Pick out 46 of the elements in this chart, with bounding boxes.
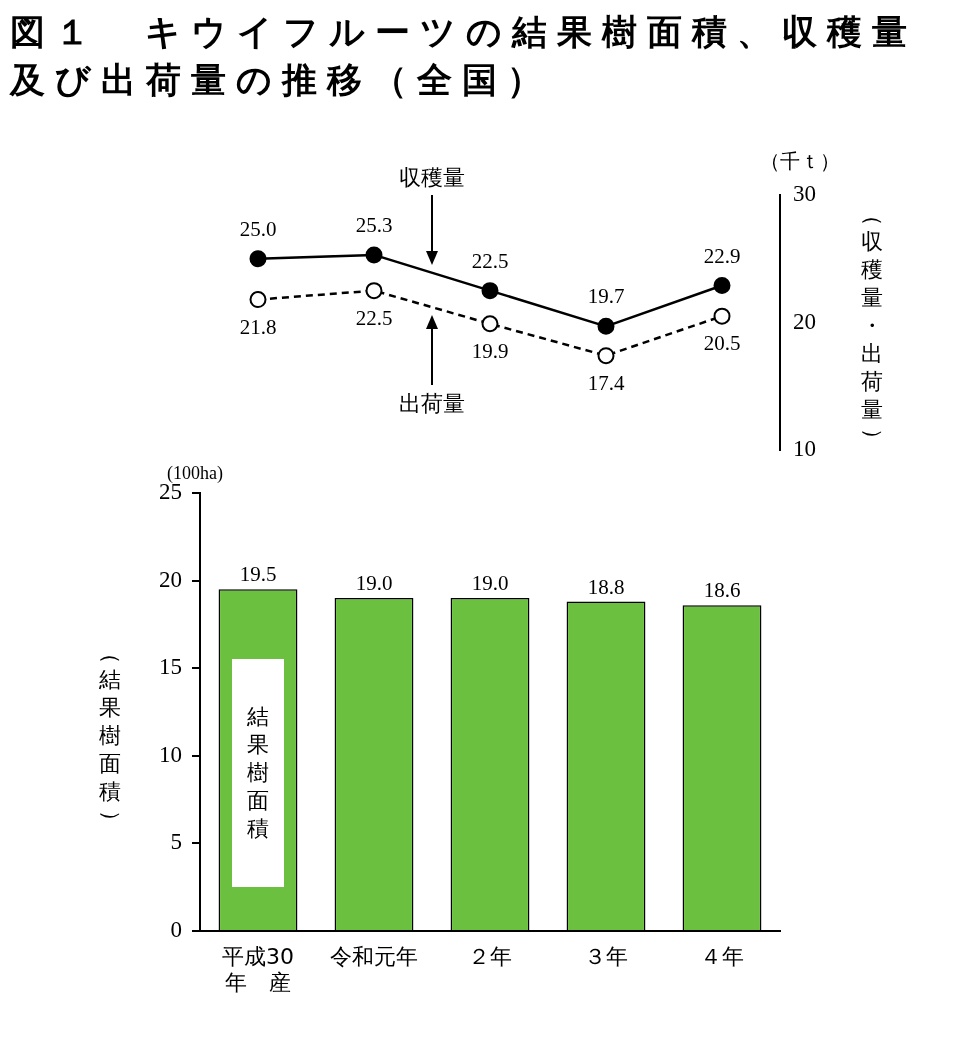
- y2-tick-label: 10: [793, 436, 816, 462]
- y-axis-title: （結果樹面積）: [98, 642, 125, 832]
- point: [597, 317, 615, 335]
- point: [249, 250, 267, 268]
- x-tick-label: ４年: [700, 943, 744, 969]
- text: （千ｔ）: [760, 150, 840, 173]
- data-label: 21.8: [239, 314, 277, 339]
- text: (100ha): [167, 462, 223, 484]
- y-tick-label: 10: [159, 741, 182, 767]
- series-label: 結果樹面積: [246, 703, 270, 843]
- text: （収穫量・出荷量）: [861, 204, 887, 450]
- data-label: 19.9: [471, 338, 509, 363]
- point: [481, 282, 499, 300]
- y2-tick-label: 20: [793, 308, 816, 334]
- data-label: 20.5: [703, 331, 741, 356]
- point: [713, 277, 731, 295]
- x-tick-label: 令和元年: [330, 943, 418, 969]
- data-label: 18.6: [703, 578, 741, 603]
- point: [249, 291, 267, 309]
- x-tick-label: 平成30年 産: [222, 943, 294, 996]
- y-tick-label: 15: [159, 654, 182, 680]
- y-tick-label: 20: [159, 566, 182, 592]
- point: [481, 315, 499, 333]
- point: [365, 246, 383, 264]
- data-label: 17.4: [587, 370, 625, 395]
- point: [597, 347, 615, 365]
- data-label: 19.7: [587, 284, 625, 309]
- data-label: 22.5: [355, 305, 393, 330]
- text: 出荷量: [399, 390, 465, 419]
- data-label: 22.5: [471, 248, 509, 273]
- y-tick-label: 5: [170, 829, 182, 855]
- data-label: 19.0: [471, 571, 509, 596]
- text: 収穫量: [399, 163, 465, 192]
- x-tick-label: ２年: [468, 943, 512, 969]
- data-label: 19.5: [239, 562, 277, 587]
- point: [365, 282, 383, 300]
- data-label: 25.0: [239, 216, 277, 241]
- data-label: 22.9: [703, 243, 741, 268]
- y-tick-label: 0: [170, 917, 182, 943]
- x-tick-label: ３年: [584, 943, 628, 969]
- chart-title: 図１ キウイフルーツの結果樹面積、収穫量及び出荷量の推移（全国）: [10, 11, 918, 102]
- y2-tick-label: 30: [793, 181, 816, 207]
- data-label: 25.3: [355, 212, 393, 237]
- data-label: 18.8: [587, 574, 625, 599]
- data-label: 19.0: [355, 571, 393, 596]
- point: [713, 307, 731, 325]
